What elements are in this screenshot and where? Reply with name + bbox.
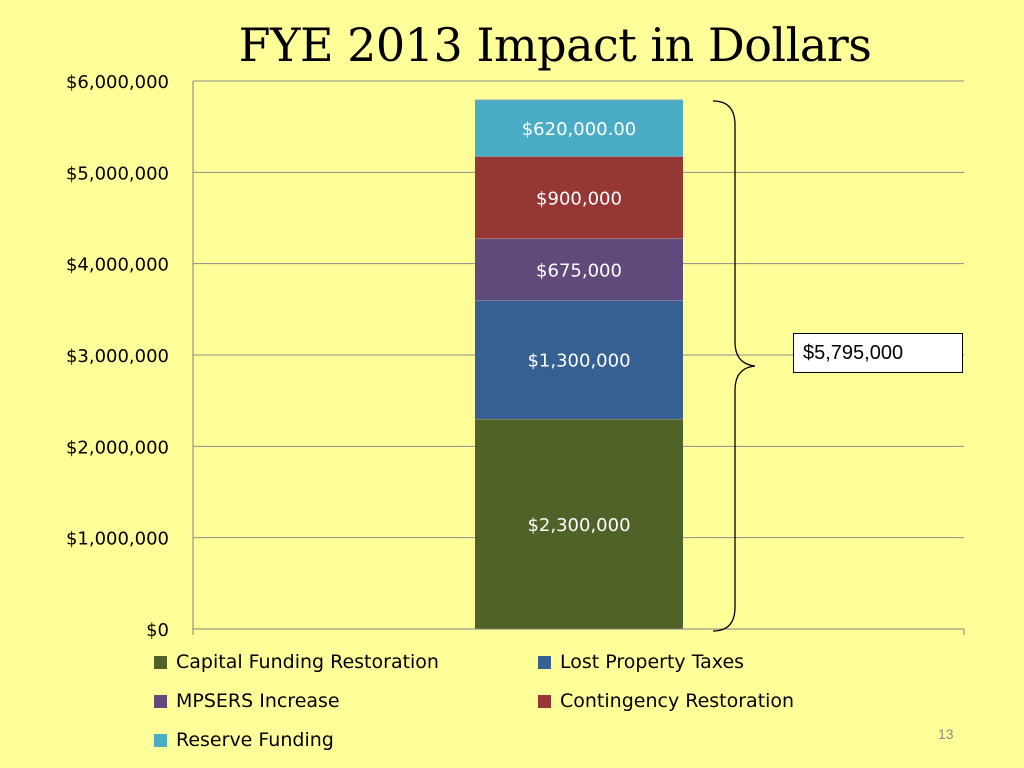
legend-item: Reserve Funding: [154, 728, 334, 752]
legend-label: MPSERS Increase: [176, 690, 340, 712]
legend-swatch: [538, 694, 551, 708]
bar-segment: [475, 99, 683, 157]
page-number: 13: [938, 726, 954, 742]
legend-label: Contingency Restoration: [560, 690, 795, 712]
segment-value-label: $900,000: [536, 188, 622, 209]
chart-title: FYE 2013 Impact in Dollars: [238, 18, 872, 72]
legend-swatch: [154, 694, 167, 708]
bar-segment: [475, 418, 683, 629]
y-tick-label: $2,000,000: [66, 437, 169, 458]
legend-item: Lost Property Taxes: [538, 650, 744, 674]
y-tick-label: $0: [146, 620, 169, 641]
legend-item: Capital Funding Restoration: [154, 650, 439, 674]
legend-swatch: [154, 733, 167, 747]
y-tick-label: $5,000,000: [66, 163, 169, 184]
segment-value-label: $1,300,000: [527, 351, 630, 372]
y-tick-label: $1,000,000: [66, 529, 169, 550]
legend-item: MPSERS Increase: [154, 689, 340, 713]
total-callout: $5,795,000: [793, 333, 963, 373]
legend-label: Reserve Funding: [176, 729, 334, 751]
legend-label: Lost Property Taxes: [560, 651, 745, 673]
segment-value-label: $620,000.00: [522, 119, 637, 140]
legend-label: Capital Funding Restoration: [176, 651, 439, 673]
bar-segment: [475, 156, 683, 239]
y-tick-label: $4,000,000: [66, 255, 169, 276]
segment-value-label: $675,000: [536, 260, 622, 281]
y-tick-label: $3,000,000: [66, 346, 169, 367]
legend-swatch: [538, 655, 551, 669]
y-axis-labels: $0 $1,000,000 $2,000,000 $3,000,000 $4,000,0…: [66, 72, 169, 641]
legend-swatch: [154, 655, 167, 669]
legend-item: Contingency Restoration: [538, 689, 794, 713]
segment-value-label: $2,300,000: [527, 515, 630, 536]
bar-stack: [475, 99, 683, 629]
segment-labels: $2,300,000 $1,300,000 $675,000 $900,000 $620…: [522, 119, 637, 536]
y-tick-label: $6,000,000: [66, 72, 169, 93]
bar-segment: [475, 300, 683, 419]
bar-segment: [475, 238, 683, 301]
total-brace: [712, 100, 756, 632]
